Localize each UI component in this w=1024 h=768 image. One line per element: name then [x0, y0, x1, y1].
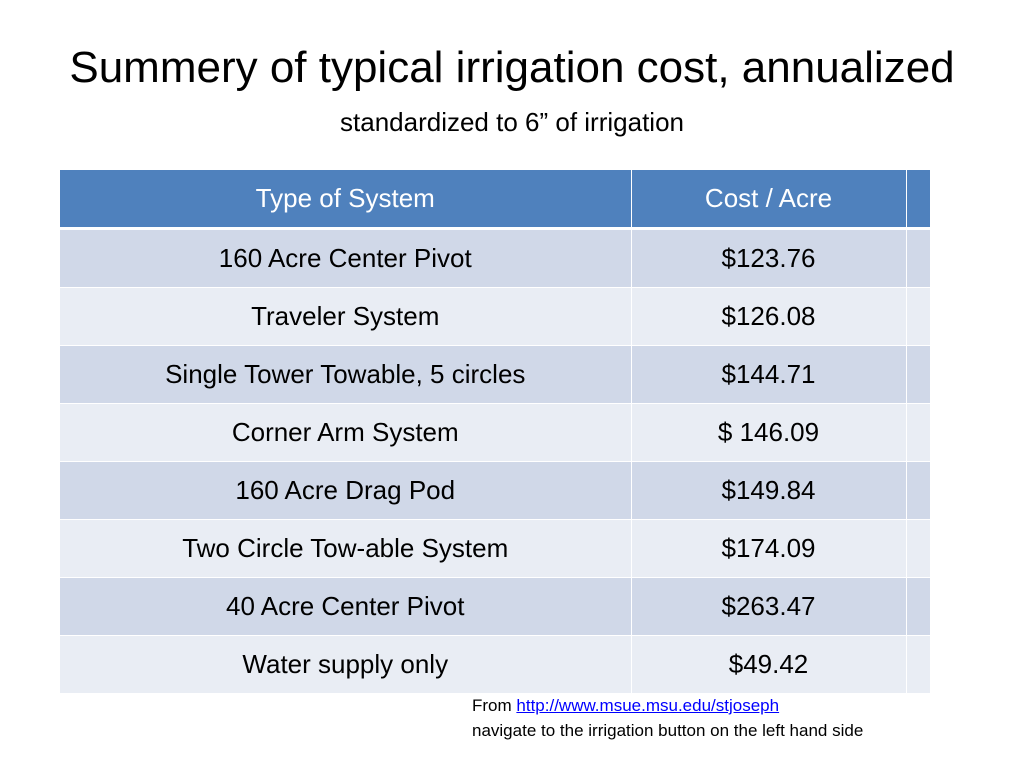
table-row: Corner Arm System $ 146.09 [60, 403, 930, 462]
source-navigation-note: navigate to the irrigation button on the… [472, 721, 864, 740]
table-row: Two Circle Tow-able System $174.09 [60, 519, 930, 578]
source-line: From http://www.msue.msu.edu/stjoseph [472, 693, 1012, 718]
source-prefix: From [472, 696, 517, 715]
empty-cell [906, 403, 930, 462]
system-cell: Water supply only [60, 635, 632, 694]
system-cell: Corner Arm System [60, 403, 632, 462]
cost-cell: $126.08 [631, 287, 907, 346]
cost-cell: $ 146.09 [631, 403, 907, 462]
slide-title: Summery of typical irrigation cost, annu… [69, 43, 955, 92]
table-row: 160 Acre Drag Pod $149.84 [60, 461, 930, 520]
table-header-row: Type of System Cost / Acre [60, 170, 930, 230]
empty-cell [906, 461, 930, 520]
system-cell: Traveler System [60, 287, 632, 346]
cost-cell: $144.71 [631, 345, 907, 404]
system-cell: 40 Acre Center Pivot [60, 577, 632, 636]
empty-cell [906, 287, 930, 346]
cost-cell: $174.09 [631, 519, 907, 578]
header-type-of-system: Type of System [60, 170, 632, 230]
header-cost-per-acre: Cost / Acre [631, 170, 907, 230]
empty-cell [906, 577, 930, 636]
table-row: Water supply only $49.42 [60, 635, 930, 694]
source-note: From http://www.msue.msu.edu/stjoseph na… [472, 693, 1012, 743]
cost-cell: $263.47 [631, 577, 907, 636]
slide-subtitle: standardized to 6” of irrigation [340, 107, 684, 137]
system-cell: 160 Acre Drag Pod [60, 461, 632, 520]
table-row: 40 Acre Center Pivot $263.47 [60, 577, 930, 636]
table-row: Single Tower Towable, 5 circles $144.71 [60, 345, 930, 404]
system-cell: Single Tower Towable, 5 circles [60, 345, 632, 404]
empty-cell [906, 228, 930, 288]
cost-cell: $123.76 [631, 228, 907, 288]
cost-cell: $49.42 [631, 635, 907, 694]
system-cell: 160 Acre Center Pivot [60, 228, 632, 288]
table-row: Traveler System $126.08 [60, 287, 930, 346]
empty-cell [906, 519, 930, 578]
cost-cell: $149.84 [631, 461, 907, 520]
empty-cell [906, 345, 930, 404]
table-row: 160 Acre Center Pivot $123.76 [60, 228, 930, 288]
header-empty-column [906, 170, 930, 230]
source-link[interactable]: http://www.msue.msu.edu/stjoseph [516, 696, 780, 715]
irrigation-cost-table: Type of System Cost / Acre 160 Acre Cent… [60, 170, 930, 694]
system-cell: Two Circle Tow-able System [60, 519, 632, 578]
empty-cell [906, 635, 930, 694]
